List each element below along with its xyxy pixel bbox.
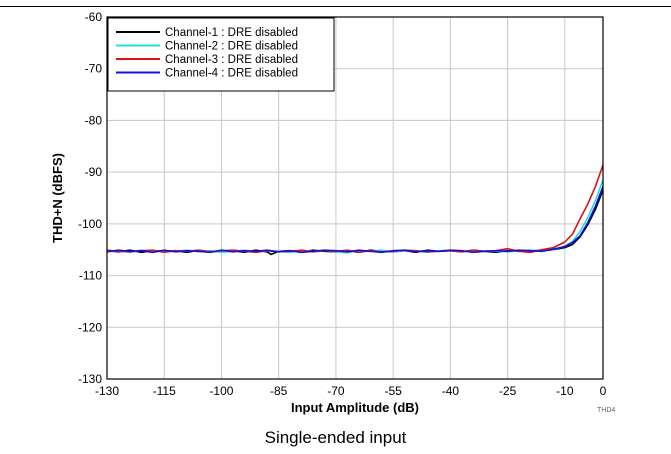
series-layer [106,164,604,256]
series-line-channel-2 [106,179,604,254]
top-rule [0,6,671,7]
y-axis-label: THD+N (dBFS) [50,153,65,243]
series-line-channel-3 [106,164,604,254]
y-tick-label: -70 [85,62,103,76]
legend: Channel-1 : DRE disabled Channel-2 : DRE … [107,17,335,92]
x-tick-label: -10 [556,384,574,398]
y-tick-labels: -60 -70 -80 -90 -100 -110 -120 -130 [78,10,102,386]
plot-frame [106,16,604,380]
x-tick-label: -70 [327,384,345,398]
x-axis-label: Input Amplitude (dB) [291,400,419,415]
x-tick-label: -130 [95,384,119,398]
x-tick-label: -55 [384,384,402,398]
y-tick-label: -90 [85,165,103,179]
legend-box [107,17,335,92]
legend-label-channel-4: Channel-4 : DRE disabled [165,68,298,80]
figure-caption: Single-ended input [264,428,407,447]
series-line-channel-4 [106,186,604,254]
x-tick-labels: -130 -115 -100 -85 -70 -55 -40 -25 -10 0 [95,384,607,398]
y-tick-label: -80 [85,113,103,127]
series-line-channel-1 [106,189,604,256]
x-tick-label: -85 [270,384,288,398]
x-tick-label: -40 [442,384,460,398]
legend-label-channel-2: Channel-2 : DRE disabled [165,41,298,53]
x-tick-label: -25 [499,384,517,398]
legend-label-channel-1: Channel-1 : DRE disabled [165,27,298,39]
figure-code: THD4 [597,407,615,414]
x-tick-label: -115 [153,384,176,398]
legend-label-channel-3: Channel-3 : DRE disabled [165,54,298,66]
y-tick-label: -110 [79,269,102,283]
y-tick-label: -130 [78,372,102,386]
x-tick-label: 0 [600,384,607,398]
y-tick-label: -120 [78,320,102,334]
y-tick-label: -60 [85,10,103,24]
y-tick-label: -100 [78,217,102,231]
x-tick-label: -100 [209,384,233,398]
